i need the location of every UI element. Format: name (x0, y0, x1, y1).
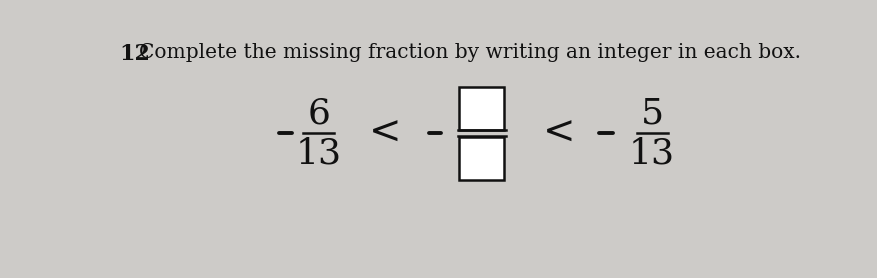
Text: 13: 13 (296, 136, 342, 170)
Bar (460, 87, 504, 130)
Text: Complete the missing fraction by writing an integer in each box.: Complete the missing fraction by writing… (139, 43, 801, 62)
Bar (460, 137, 504, 180)
Text: <: < (368, 115, 401, 152)
Text: 5: 5 (640, 96, 664, 130)
Text: 13: 13 (629, 136, 675, 170)
Text: 6: 6 (308, 96, 331, 130)
Text: 12: 12 (119, 43, 150, 65)
Text: <: < (543, 115, 575, 152)
